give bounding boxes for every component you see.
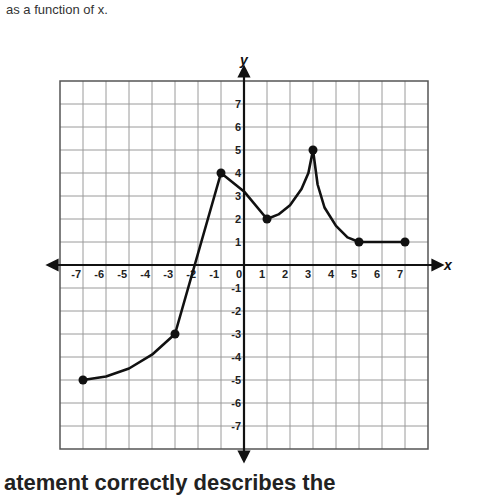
data-group xyxy=(79,146,410,385)
point xyxy=(309,146,318,155)
point xyxy=(79,376,88,385)
footer-text: atement correctly describes the xyxy=(4,470,335,495)
y-axis xyxy=(243,71,245,457)
y-tick-label: -4 xyxy=(231,351,242,363)
point xyxy=(401,238,410,247)
point xyxy=(263,215,272,224)
y-axis-label: y xyxy=(239,52,249,68)
point xyxy=(171,330,180,339)
x-tick-label: 0 xyxy=(236,268,242,280)
x-tick-label: 4 xyxy=(328,268,335,280)
y-tick-label: 1 xyxy=(235,236,241,248)
function-line xyxy=(83,150,405,380)
y-tick-label: -5 xyxy=(231,374,241,386)
x-tick-label: -3 xyxy=(163,268,173,280)
point xyxy=(355,238,364,247)
x-tick-label: -7 xyxy=(71,268,81,280)
y-tick-label: -1 xyxy=(231,282,241,294)
y-tick-label: -7 xyxy=(231,420,241,432)
y-tick-label: -6 xyxy=(231,397,241,409)
x-tick-label: -4 xyxy=(140,268,151,280)
y-tick-label: -2 xyxy=(231,305,241,317)
x-tick-label: 1 xyxy=(259,268,265,280)
y-tick-label: 4 xyxy=(235,167,242,179)
x-tick-label: 3 xyxy=(305,268,311,280)
y-tick-label: 2 xyxy=(235,213,241,225)
chart: as a function of x. -7 -6 -5 -4 -3 -2 -1 0 1 2 3 4 5 6… xyxy=(0,0,500,500)
y-tick-label: 6 xyxy=(235,121,241,133)
x-axis-label: x xyxy=(443,257,453,273)
x-tick-label: -1 xyxy=(209,268,219,280)
header-text: as a function of x. xyxy=(6,2,108,17)
x-tick-label: 5 xyxy=(351,268,357,280)
point xyxy=(217,169,226,178)
x-tick-label: 6 xyxy=(374,268,380,280)
x-tick-label: 7 xyxy=(397,268,403,280)
x-tick-label: 2 xyxy=(282,268,288,280)
y-tick-label: 3 xyxy=(235,190,241,202)
y-tick-label: 7 xyxy=(235,98,241,110)
y-tick-label: 5 xyxy=(235,144,241,156)
x-tick-label: -5 xyxy=(117,268,127,280)
y-tick-label: -3 xyxy=(231,328,241,340)
x-tick-label: -6 xyxy=(94,268,104,280)
